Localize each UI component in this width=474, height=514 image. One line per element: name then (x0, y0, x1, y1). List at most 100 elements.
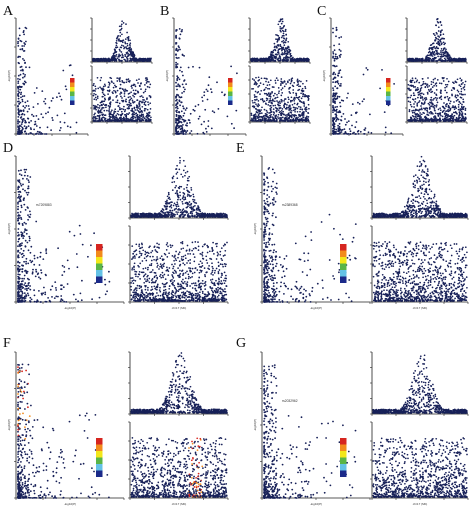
panel-b-manhattan-bottom-point (279, 104, 281, 107)
panel-b-scatter-point (178, 121, 181, 124)
panel-d-scatter-point (17, 169, 20, 172)
panel-c-manhattan-top-point (434, 57, 437, 59)
panel-b-scatter-point (210, 91, 213, 94)
panel-b-manhattan-bottom-point (292, 91, 295, 94)
panel-b-scatter-point (181, 92, 184, 94)
panel-a-manhattan-bottom-point (99, 111, 102, 114)
panel-b-scatter-point (181, 118, 184, 121)
panel-b-manhattan-bottom-point (283, 81, 286, 83)
panel-b-manhattan-bottom-point (262, 83, 265, 86)
panel-c-scatter-point (366, 68, 369, 71)
panel-c-manhattan-bottom-point (435, 85, 438, 87)
panel-a-scatter-point (59, 121, 62, 123)
panel-d-scatter-point (33, 289, 35, 292)
panel-a-manhattan-top-point (127, 53, 130, 55)
panel-c-manhattan-bottom-point (443, 102, 445, 104)
panel-d-scatter-point (66, 283, 69, 285)
panel-b-manhattan-bottom-point (300, 80, 302, 83)
panel-c-manhattan-bottom-point (446, 77, 448, 80)
panel-a-scatter-point (46, 126, 49, 129)
panel-b-manhattan-top-point (266, 59, 269, 62)
panel-b-scatter-point (217, 108, 220, 110)
panel-b-manhattan-bottom-point (284, 118, 286, 121)
panel-b-manhattan-bottom-point (296, 78, 299, 81)
panel-b-manhattan-bottom-point (251, 99, 254, 102)
panel-d-scatter-point (20, 216, 22, 219)
panel-b-manhattan-bottom-point (288, 86, 291, 89)
panel-a-scatter-point (18, 121, 21, 123)
panel-c-manhattan-bottom-point (423, 101, 426, 103)
panel-d-scatter-point (44, 291, 47, 294)
panel-c-manhattan-bottom-point (443, 77, 445, 79)
panel-b-legend-swatch (228, 96, 233, 101)
panel-a-manhattan-bottom-point (143, 109, 146, 112)
panel-b-manhattan-bottom-point (290, 109, 293, 112)
panel-c-manhattan-bottom-point (414, 98, 417, 100)
panel-b-manhattan-top-point (281, 49, 283, 52)
panel-d-scatter-point (38, 276, 40, 279)
panel-c-manhattan-top-point (437, 35, 439, 37)
panel-a-manhattan-bottom-point (132, 89, 135, 92)
panel-d-scatter-point (75, 298, 77, 301)
panel-b-manhattan-bottom-point (266, 111, 269, 114)
panel-d-scatter-point (20, 290, 22, 293)
panel-a-scatter-point (40, 113, 43, 115)
panel-a-manhattan-top-point (124, 42, 127, 45)
panel-c-scatter-point (335, 116, 337, 118)
panel-b-manhattan-bottom-point (253, 96, 256, 98)
panel-a-scatter-point (65, 88, 68, 91)
panel-a-manhattan-bottom-point (110, 110, 112, 113)
panel-d-scatter-point (26, 175, 29, 177)
panel-c-manhattan-bottom-point (431, 90, 434, 93)
panel-a-manhattan-top-point (120, 44, 123, 47)
panel-a-manhattan-bottom-point (129, 95, 131, 98)
panel-b-manhattan-bottom-point (274, 92, 276, 95)
panel-b-manhattan-bottom-point (289, 82, 292, 85)
panel-b-manhattan-bottom-point (254, 82, 256, 85)
panel-a-scatter-point (21, 120, 24, 123)
panel-c-manhattan-bottom-point (451, 115, 454, 118)
panel-d-scatter-point (17, 179, 19, 182)
panel-a-manhattan-bottom-point (147, 103, 150, 106)
panel-a-manhattan-bottom-point (97, 103, 99, 106)
panel-b-manhattan-top-point (275, 55, 277, 58)
panel-b-scatter-point (175, 118, 178, 120)
panel-c-manhattan-top-point (447, 59, 450, 61)
panel-a-manhattan-top-point (140, 58, 143, 61)
panel-c-manhattan-top-point (426, 58, 429, 61)
panel-a-manhattan-bottom-point (131, 109, 134, 111)
panel-c-manhattan-bottom-point (460, 110, 463, 113)
panel-c-scatter-point (338, 43, 341, 45)
panel-a-scatter-point (17, 126, 20, 129)
panel-c-scatter-point (361, 100, 364, 103)
panel-c-manhattan-bottom-point (446, 95, 449, 98)
panel-c-scatter-point (337, 111, 340, 114)
panel-d-scatter-point (61, 264, 64, 267)
panel-b-scatter-point (176, 102, 179, 105)
panel-d-scatter-point (19, 243, 22, 245)
panel-a-manhattan-bottom-point (123, 81, 126, 84)
panel-b-manhattan-bottom-point (285, 83, 287, 85)
panel-a-manhattan-bottom-point (102, 103, 105, 105)
panel-c-manhattan-top-point (452, 59, 455, 62)
panel-c-manhattan-bottom-point (457, 106, 460, 108)
panel-c-manhattan-bottom-point (411, 111, 414, 114)
panel-c-scatter-point (332, 106, 334, 109)
panel-a-manhattan-bottom-point (101, 91, 104, 94)
panel-b-manhattan-bottom-point (268, 87, 271, 90)
panel-c-scatter-point (333, 108, 336, 111)
panel-a-manhattan-bottom-point (102, 95, 104, 98)
panel-a-scatter-point (42, 116, 44, 119)
panel-d-scatter-point (25, 294, 27, 296)
panel-c-manhattan-bottom-point (440, 89, 442, 92)
panel-c-manhattan-bottom-point (424, 99, 427, 101)
panel-c-manhattan-bottom-point (463, 88, 466, 91)
panel-a-scatter-point (28, 66, 31, 69)
panel-a-manhattan-top-point (96, 59, 98, 62)
panel-a-scatter-point (17, 113, 20, 116)
panel-b-manhattan-bottom-point (267, 118, 269, 121)
panel-c-manhattan-top-point (446, 53, 448, 56)
panel-b-manhattan-top-point (300, 59, 302, 62)
panel-c-scatter-point (343, 133, 345, 135)
panel-b-manhattan-top-point (304, 58, 307, 61)
